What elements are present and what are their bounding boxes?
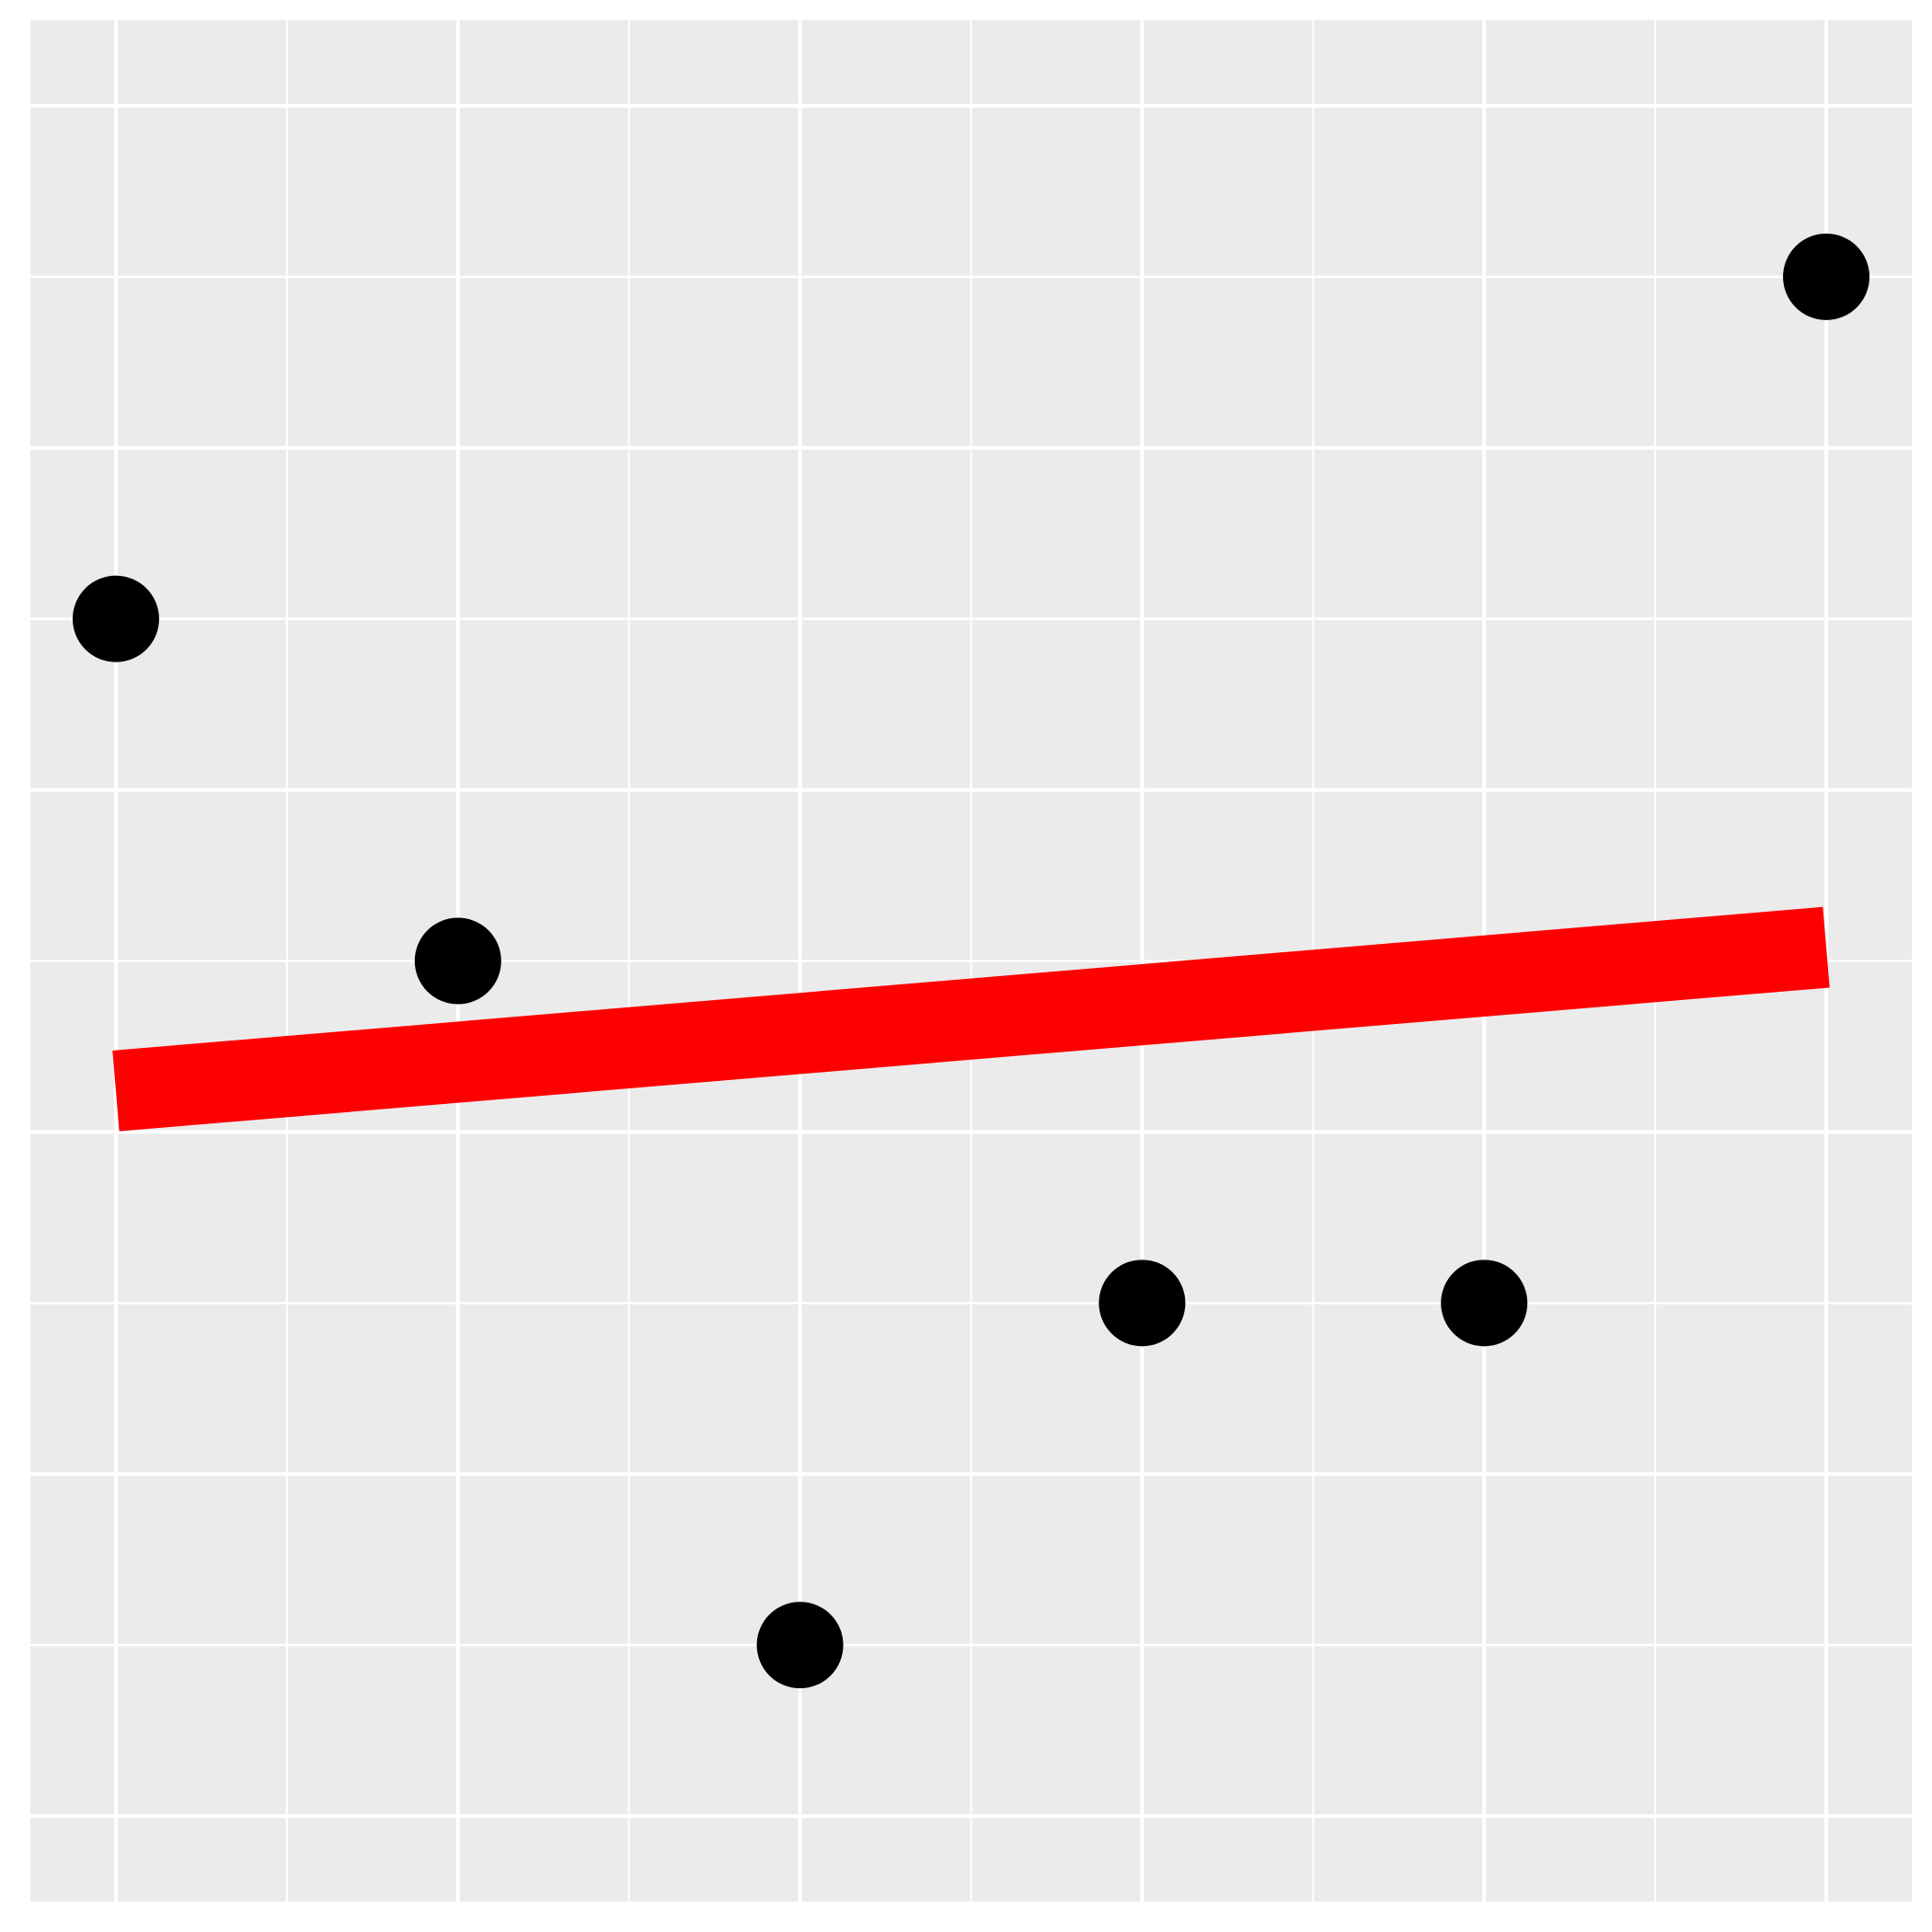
trend-line-layer xyxy=(112,906,1830,1132)
data-point-5 xyxy=(1441,1259,1528,1347)
data-point-3 xyxy=(756,1602,844,1689)
data-point-6 xyxy=(1783,233,1870,320)
data-point-4 xyxy=(1098,1259,1186,1347)
data-point-1 xyxy=(72,575,159,662)
trend-line xyxy=(112,906,1830,1132)
scatter-points-layer xyxy=(72,233,1870,1689)
data-point-2 xyxy=(414,917,501,1005)
